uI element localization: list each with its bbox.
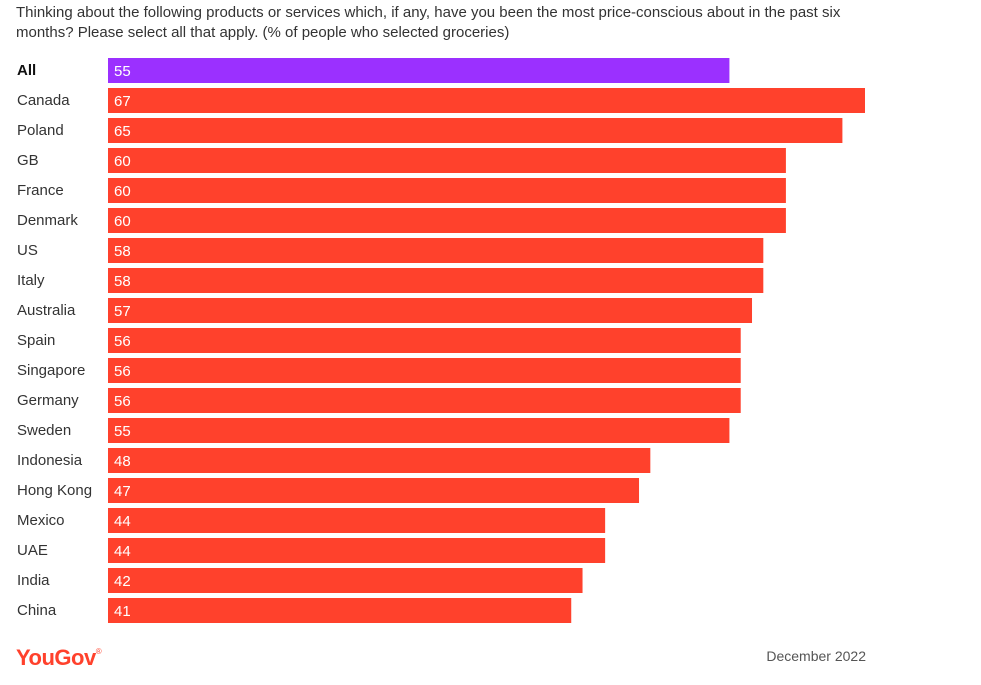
category-label-canada: Canada <box>17 92 70 109</box>
bar-sweden <box>108 418 730 443</box>
category-label-hong-kong: Hong Kong <box>17 482 92 499</box>
bar-denmark <box>108 208 786 233</box>
category-label-china: China <box>17 602 57 619</box>
value-label-canada: 67 <box>114 93 131 110</box>
bar-us <box>108 238 764 263</box>
value-label-indonesia: 48 <box>114 453 131 470</box>
bar-france <box>108 178 786 203</box>
category-label-mexico: Mexico <box>17 512 65 529</box>
yougov-logo: YouGov® <box>16 645 102 671</box>
value-label-hong-kong: 47 <box>114 483 131 500</box>
bar-hong-kong <box>108 478 640 503</box>
bar-poland <box>108 118 843 143</box>
value-label-germany: 56 <box>114 393 131 410</box>
category-label-indonesia: Indonesia <box>17 452 83 469</box>
category-label-singapore: Singapore <box>17 362 85 379</box>
bar-gb <box>108 148 786 173</box>
bar-italy <box>108 268 764 293</box>
value-label-australia: 57 <box>114 303 131 320</box>
category-label-spain: Spain <box>17 332 55 349</box>
category-label-denmark: Denmark <box>17 212 78 229</box>
bar-india <box>108 568 583 593</box>
date-label: December 2022 <box>766 648 866 664</box>
category-label-australia: Australia <box>17 302 76 319</box>
bar-germany <box>108 388 741 413</box>
value-label-china: 41 <box>114 603 131 620</box>
category-label-france: France <box>17 182 64 199</box>
value-label-poland: 65 <box>114 123 131 140</box>
value-label-spain: 56 <box>114 333 131 350</box>
bar-all <box>108 58 730 83</box>
value-label-gb: 60 <box>114 153 131 170</box>
category-label-uae: UAE <box>17 542 48 559</box>
value-label-uae: 44 <box>114 543 131 560</box>
logo-mark: ® <box>95 647 102 656</box>
category-label-germany: Germany <box>17 392 79 409</box>
value-label-us: 58 <box>114 243 131 260</box>
value-label-singapore: 56 <box>114 363 131 380</box>
logo-text: YouGov <box>16 645 96 670</box>
category-label-all: All <box>17 62 36 79</box>
value-label-india: 42 <box>114 573 131 590</box>
category-label-sweden: Sweden <box>17 422 71 439</box>
category-label-us: US <box>17 242 38 259</box>
bar-indonesia <box>108 448 651 473</box>
category-label-india: India <box>17 572 50 589</box>
value-label-italy: 58 <box>114 273 131 290</box>
bar-chart: All 55 Canada 67 Poland 65 GB 60 France 60 Denmark… <box>17 58 865 623</box>
category-label-gb: GB <box>17 152 39 169</box>
category-label-italy: Italy <box>17 272 45 289</box>
value-label-mexico: 44 <box>114 513 131 530</box>
bar-uae <box>108 538 606 563</box>
bar-singapore <box>108 358 741 383</box>
value-label-france: 60 <box>114 183 131 200</box>
bar-mexico <box>108 508 606 533</box>
value-label-all: 55 <box>114 63 131 80</box>
bar-australia <box>108 298 753 323</box>
value-label-denmark: 60 <box>114 213 131 230</box>
category-label-poland: Poland <box>17 122 64 139</box>
bar-canada <box>108 88 865 113</box>
bar-spain <box>108 328 741 353</box>
bar-china <box>108 598 572 623</box>
chart-title: Thinking about the following products or… <box>16 4 841 41</box>
value-label-sweden: 55 <box>114 423 131 440</box>
